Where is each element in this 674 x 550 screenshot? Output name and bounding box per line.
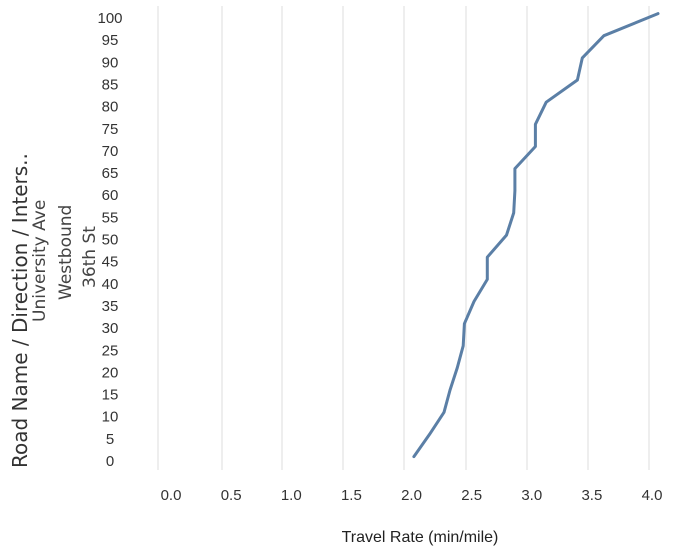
data-point	[656, 12, 660, 15]
data-point	[513, 167, 517, 170]
x-tick-label: 0.0	[161, 487, 182, 504]
data-point	[534, 145, 537, 148]
x-tick-label: 2.5	[461, 487, 482, 504]
data-point	[581, 56, 584, 60]
data-point	[534, 123, 537, 126]
y-tick-label: 50	[102, 232, 119, 249]
y-tick-label: 35	[102, 298, 119, 315]
y-tick-label: 15	[102, 387, 119, 404]
data-point	[512, 211, 515, 215]
x-tick-label: 4.0	[642, 487, 663, 504]
x-axis-title: Travel Rate (min/mile)	[342, 529, 499, 546]
y-tick-label: 55	[102, 209, 119, 226]
x-tick-label: 0.5	[221, 487, 242, 504]
data-point	[462, 344, 465, 347]
y-tick-label: 0	[106, 453, 114, 470]
x-tick-label: 3.5	[581, 487, 602, 504]
data-point	[448, 388, 452, 392]
data-point	[472, 300, 476, 303]
x-tick-label: 3.0	[521, 487, 542, 504]
y-tick-label: 30	[102, 320, 119, 337]
y-tick-label: 85	[102, 76, 119, 93]
data-point	[486, 278, 489, 281]
data-point	[602, 34, 606, 37]
data-point	[442, 411, 446, 414]
y-tick-label: 80	[102, 99, 119, 116]
data-point	[576, 78, 579, 82]
data-point	[456, 366, 459, 370]
y-tick-label: 100	[97, 10, 122, 27]
data-point	[412, 455, 416, 458]
y-tick-label: 60	[102, 187, 119, 204]
y-tick-label: 25	[102, 342, 119, 359]
y-tick-label: 20	[102, 364, 119, 381]
y-tick-label: 10	[102, 409, 119, 426]
data-point	[545, 101, 548, 104]
data-point	[505, 233, 508, 237]
data-point	[486, 256, 489, 259]
y-tick-label: 45	[102, 254, 119, 271]
y-tick-label: 70	[102, 143, 119, 160]
y-tick-label: 5	[106, 431, 114, 448]
x-tick-label: 1.0	[281, 487, 302, 504]
y-tick-label: 75	[102, 121, 119, 138]
y-tick-label: 90	[102, 54, 119, 71]
y-tick-label: 40	[102, 276, 119, 293]
x-tick-label: 2.0	[401, 487, 422, 504]
y-tick-label: 95	[102, 32, 119, 49]
x-tick-label: 1.5	[341, 487, 362, 504]
data-point	[513, 189, 517, 192]
data-point	[428, 433, 431, 436]
data-point	[463, 322, 466, 325]
y-tick-label: 65	[102, 165, 119, 182]
